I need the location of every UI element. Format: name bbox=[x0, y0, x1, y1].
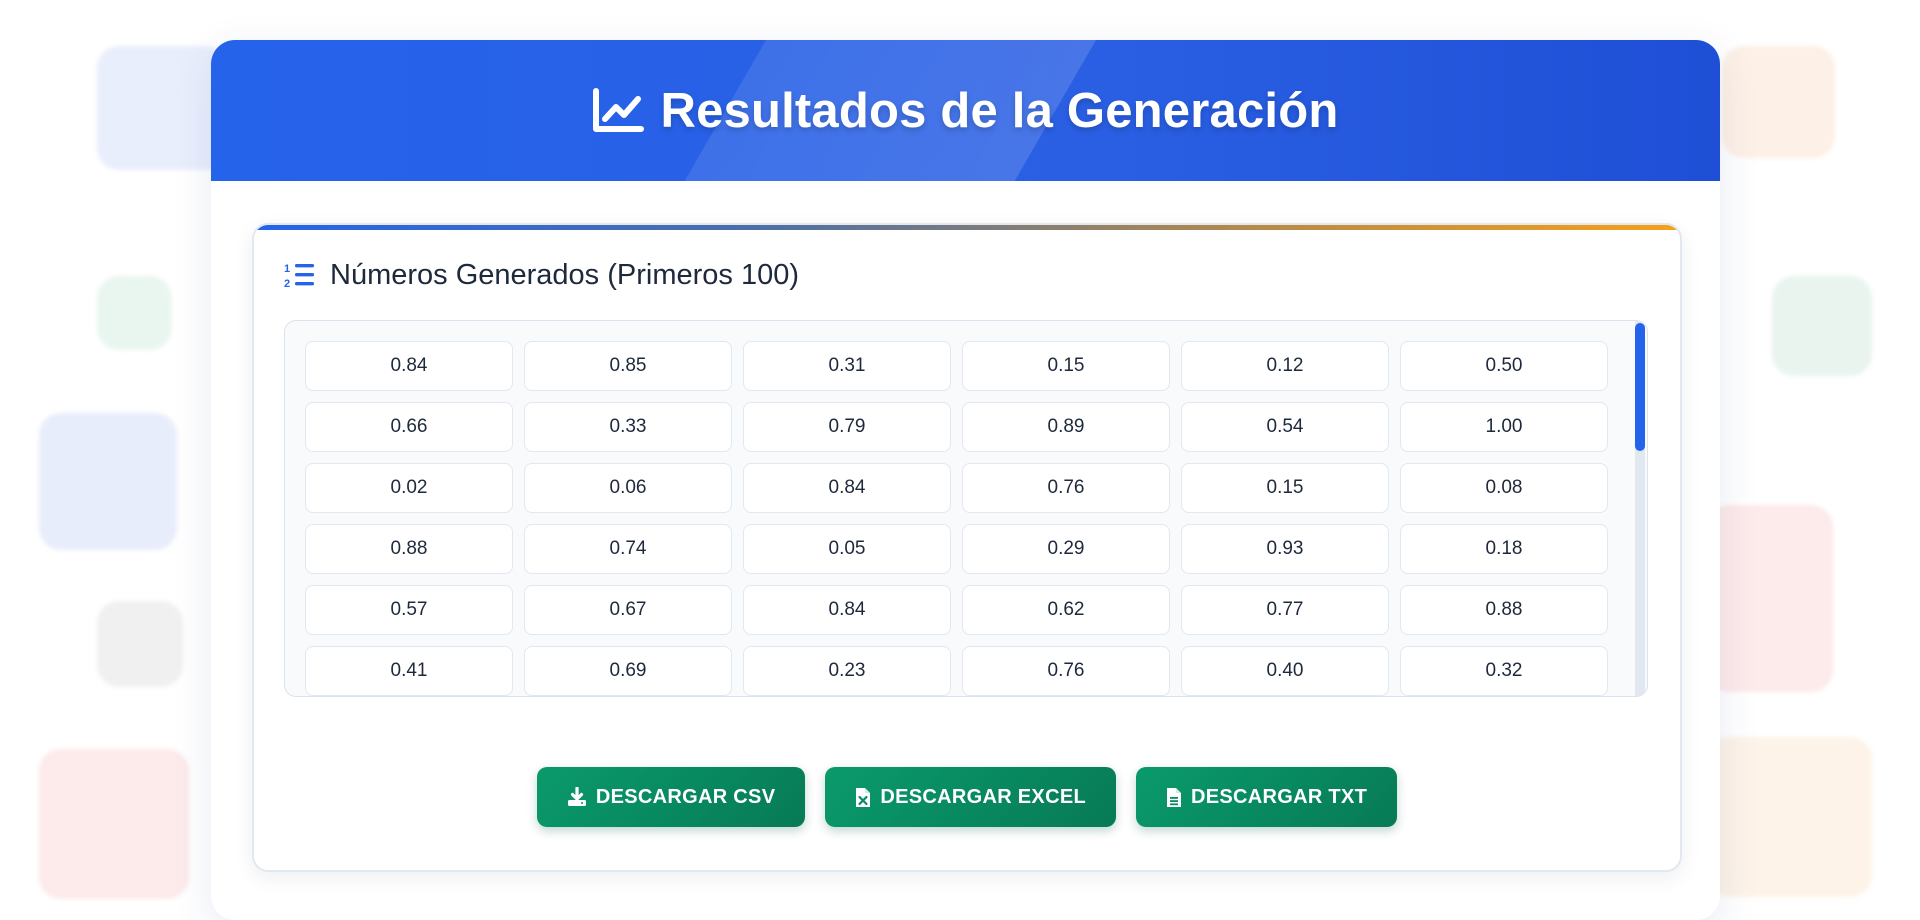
number-cell: 0.32 bbox=[1400, 646, 1608, 696]
number-cell: 0.33 bbox=[524, 402, 732, 452]
number-cell: 0.79 bbox=[743, 402, 951, 452]
page-title-text: Resultados de la Generación bbox=[660, 83, 1339, 138]
number-cell: 0.69 bbox=[524, 646, 732, 696]
file-text-icon bbox=[1166, 787, 1182, 808]
download-txt-label: DESCARGAR TXT bbox=[1190, 785, 1368, 808]
list-ol-icon: 1 2 bbox=[284, 261, 314, 290]
number-cell: 0.85 bbox=[524, 341, 732, 391]
card-accent-bar bbox=[254, 225, 1680, 230]
number-cell: 0.67 bbox=[524, 585, 732, 635]
background-decoration bbox=[39, 46, 1872, 899]
number-cell: 0.62 bbox=[962, 585, 1170, 635]
number-cell: 0.08 bbox=[1400, 463, 1608, 513]
number-cell: 0.57 bbox=[305, 585, 513, 635]
download-excel-button[interactable]: DESCARGAR EXCEL bbox=[825, 767, 1116, 827]
number-cell: 0.29 bbox=[962, 524, 1170, 574]
number-cell: 0.31 bbox=[743, 341, 951, 391]
download-icon bbox=[567, 787, 587, 807]
number-cell: 0.15 bbox=[962, 341, 1170, 391]
svg-text:1: 1 bbox=[284, 263, 290, 275]
number-cell: 0.88 bbox=[1400, 585, 1608, 635]
bg-tile bbox=[1707, 505, 1833, 692]
chart-line-icon bbox=[592, 87, 645, 134]
number-cell: 0.84 bbox=[743, 585, 951, 635]
number-cell: 0.41 bbox=[305, 646, 513, 696]
number-cell: 0.84 bbox=[743, 463, 951, 513]
bg-tile bbox=[97, 276, 172, 350]
bg-tile bbox=[1722, 46, 1835, 158]
bg-tile bbox=[39, 749, 189, 899]
download-buttons: DESCARGAR CSV DESCARGAR EXCEL bbox=[254, 767, 1680, 827]
numbers-scroll-area[interactable]: 0.84 0.85 0.31 0.15 0.12 0.50 0.66 0.33 0.79 0.89… bbox=[284, 320, 1648, 697]
download-csv-button[interactable]: DESCARGAR CSV bbox=[536, 767, 806, 827]
number-cell: 0.54 bbox=[1181, 402, 1389, 452]
generated-numbers-card: 1 2 Números Generados (Primeros 100) 0.8… bbox=[252, 223, 1682, 872]
number-cell: 0.05 bbox=[743, 524, 951, 574]
download-excel-label: DESCARGAR EXCEL bbox=[880, 785, 1086, 808]
number-cell: 0.84 bbox=[305, 341, 513, 391]
download-txt-button[interactable]: DESCARGAR TXT bbox=[1135, 767, 1398, 827]
results-panel: Resultados de la Generación 1 2 Números … bbox=[211, 40, 1720, 920]
numbers-grid: 0.84 0.85 0.31 0.15 0.12 0.50 0.66 0.33 0.79 0.89… bbox=[305, 341, 1608, 696]
number-cell: 0.88 bbox=[305, 524, 513, 574]
number-cell: 0.77 bbox=[1181, 585, 1389, 635]
bg-tile bbox=[97, 46, 227, 170]
number-cell: 0.66 bbox=[305, 402, 513, 452]
page-title: Resultados de la Generación bbox=[211, 40, 1720, 181]
number-cell: 0.06 bbox=[524, 463, 732, 513]
number-cell: 0.18 bbox=[1400, 524, 1608, 574]
number-cell: 1.00 bbox=[1400, 402, 1608, 452]
number-cell: 0.76 bbox=[962, 646, 1170, 696]
card-title: Números Generados (Primeros 100) bbox=[330, 258, 800, 291]
download-csv-label: DESCARGAR CSV bbox=[595, 785, 776, 808]
panel-header: Resultados de la Generación bbox=[211, 40, 1720, 181]
number-cell: 0.12 bbox=[1181, 341, 1389, 391]
number-cell: 0.40 bbox=[1181, 646, 1389, 696]
file-excel-icon bbox=[855, 787, 871, 808]
number-cell: 0.89 bbox=[962, 402, 1170, 452]
card-header: 1 2 Números Generados (Primeros 100) bbox=[284, 255, 799, 295]
number-cell: 0.76 bbox=[962, 463, 1170, 513]
scrollbar-thumb[interactable] bbox=[1635, 323, 1645, 451]
bg-tile bbox=[39, 413, 177, 550]
number-cell: 0.15 bbox=[1181, 463, 1389, 513]
number-cell: 0.74 bbox=[524, 524, 732, 574]
bg-tile bbox=[1772, 276, 1872, 376]
svg-text:2: 2 bbox=[284, 278, 290, 289]
scrollbar-track[interactable] bbox=[1635, 321, 1645, 696]
number-cell: 0.02 bbox=[305, 463, 513, 513]
bg-tile bbox=[1707, 737, 1872, 897]
bg-tile bbox=[97, 601, 183, 687]
number-cell: 0.50 bbox=[1400, 341, 1608, 391]
number-cell: 0.93 bbox=[1181, 524, 1389, 574]
number-cell: 0.23 bbox=[743, 646, 951, 696]
